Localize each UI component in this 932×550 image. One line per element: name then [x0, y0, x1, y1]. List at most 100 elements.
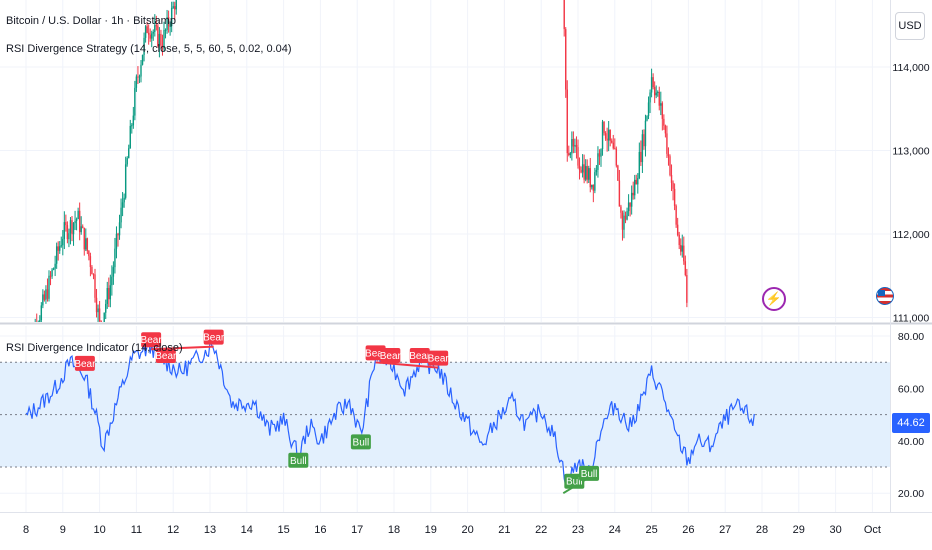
candle-body	[650, 77, 653, 93]
candle-body	[604, 133, 607, 139]
bear-signal-text: Bear	[74, 359, 96, 370]
candle-body	[580, 169, 582, 173]
strategy-label[interactable]: RSI Divergence Strategy (14, close, 5, 5…	[6, 43, 292, 55]
flag-icon[interactable]	[876, 287, 894, 305]
time-axis-label: 18	[388, 524, 400, 536]
candle-body	[118, 222, 121, 236]
candle-body	[566, 89, 568, 154]
time-axis-label: 19	[425, 524, 437, 536]
candle-body	[40, 305, 43, 321]
price-axis-label: 111,000	[893, 313, 930, 325]
candle-body	[117, 233, 119, 236]
bear-signal: Bear	[141, 332, 162, 348]
candle-body	[108, 288, 110, 300]
candle-body	[666, 133, 668, 154]
time-axis-label: 20	[461, 524, 473, 536]
candle-body	[66, 225, 69, 240]
candle-body	[94, 274, 96, 298]
candle-body	[49, 275, 52, 277]
candle-body	[673, 188, 676, 206]
candle-body	[88, 250, 90, 257]
candle-body	[589, 168, 591, 188]
bear-signal-bg	[203, 329, 224, 345]
candle-body	[595, 169, 598, 173]
candle-body	[33, 331, 34, 336]
candle-body	[606, 138, 608, 141]
candle-body	[140, 64, 142, 77]
candle-body	[660, 103, 662, 106]
candle-body	[164, 29, 167, 31]
candle-body	[675, 205, 677, 225]
candle-body	[72, 223, 75, 235]
candle-body	[575, 144, 578, 148]
candle-body	[686, 275, 688, 303]
candle-body	[678, 234, 680, 246]
bolt-icon[interactable]: ⚡	[762, 287, 786, 311]
candle-body	[169, 25, 171, 27]
time-axis-label: 12	[167, 524, 179, 536]
time-axis-label: 8	[23, 524, 29, 536]
candle-body	[82, 226, 84, 228]
candle-body	[109, 285, 112, 300]
candle-body	[51, 269, 53, 277]
candle-body	[55, 246, 58, 264]
time-axis-label: 29	[793, 524, 805, 536]
candle-body	[663, 118, 665, 126]
candle-body	[664, 125, 667, 134]
candle-body	[638, 151, 641, 179]
candle-body	[672, 182, 674, 189]
candle-body	[126, 158, 128, 165]
indicator-label[interactable]: RSI Divergence Indicator (14, close)	[6, 342, 183, 354]
candle-body	[607, 129, 610, 141]
candle-body	[597, 153, 599, 170]
bull-signal-text: Bull	[581, 469, 598, 480]
candle-body	[106, 288, 108, 304]
candle-body	[600, 149, 602, 157]
bear-signal-text: Bear	[155, 351, 177, 362]
candle-body	[131, 125, 133, 127]
candle-body	[52, 268, 55, 270]
candle-body	[77, 210, 79, 220]
time-axis-label: 24	[609, 524, 621, 536]
candle-body	[144, 26, 147, 38]
candle-body	[95, 297, 98, 313]
bear-signal: Bear	[428, 350, 449, 366]
price-axis-label: 114,000	[892, 62, 929, 74]
candle-body	[572, 139, 575, 147]
candle-body	[612, 142, 614, 149]
candle-body	[584, 166, 587, 180]
candle-body	[135, 76, 138, 88]
bear-signal-bg	[155, 347, 176, 363]
bear-signal: Bear	[380, 347, 402, 363]
time-axis-label: 15	[277, 524, 289, 536]
time-axis-label: 13	[204, 524, 216, 536]
bear-signal-bg	[409, 347, 430, 363]
candle-body	[43, 294, 46, 300]
candle-body	[115, 233, 118, 249]
candle-body	[574, 144, 576, 147]
candle-body	[684, 261, 687, 276]
bear-signal-bg	[428, 350, 449, 366]
candle-body	[45, 289, 47, 300]
candle-body	[643, 134, 645, 147]
candle-body	[105, 303, 107, 313]
candle-body	[630, 192, 633, 207]
candle-body	[80, 226, 82, 233]
candle-body	[569, 153, 572, 156]
candle-body	[103, 312, 105, 322]
candle-body	[100, 321, 102, 322]
candle-body	[571, 139, 573, 154]
bull-signal: Bull	[579, 465, 600, 481]
candle-body	[114, 248, 116, 268]
candle-body	[594, 172, 596, 191]
currency-button[interactable]: USD	[895, 12, 925, 40]
symbol-title[interactable]: Bitcoin / U.S. Dollar · 1h · Bitstamp	[6, 15, 176, 27]
candle-body	[615, 148, 618, 166]
candle-body	[598, 153, 601, 157]
candle-body	[91, 266, 93, 275]
candle-body	[624, 215, 627, 220]
candle-body	[175, 0, 177, 10]
candle-body	[39, 320, 41, 322]
candle-body	[160, 33, 162, 46]
